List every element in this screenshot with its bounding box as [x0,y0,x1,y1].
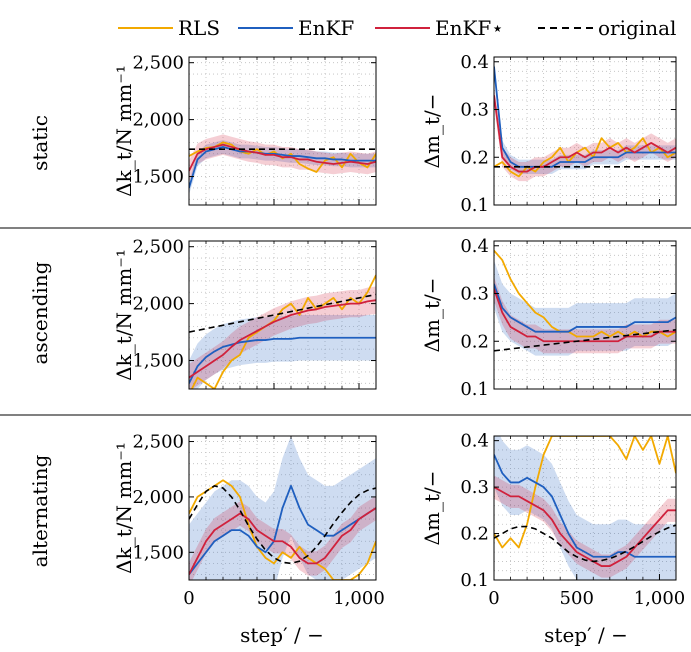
y-tick-label: 0.3 [460,284,489,305]
band-enkf [189,140,376,195]
series-rls [189,479,376,580]
band-enkf [189,315,376,389]
plot-area [494,436,676,580]
x-tick-label: 500 [257,588,291,609]
row-label-alternating: alternating [28,454,52,567]
y-tick-label: 1,500 [132,167,184,188]
grid [493,57,677,206]
x-tick-label: 0 [183,588,194,609]
y-axis-label: Δk_t/N mm⁻¹ [112,65,136,197]
series-original [189,293,376,333]
y-tick-label: 0.4 [460,236,489,257]
series-original [189,485,376,565]
panel-alternating-k: 1,500 2,000 2,500 0 500 1,000 Δk_t/N mm⁻¹ [112,432,385,609]
y-tick-label: 1,500 [132,351,184,372]
series-enkf-star [494,288,676,343]
plot-area [189,274,376,389]
panel-static-m: 0.1 0.2 0.3 0.4 Δm_t/− [420,52,677,216]
y-tick-label: 0.2 [460,147,489,168]
row-labels: static ascending alternating [28,115,52,567]
row-label-static: static [28,115,52,171]
y-tick-label: 0.1 [460,379,489,400]
plot-area [189,134,376,195]
plot-area [189,436,376,580]
x-tick-label: 0 [488,588,499,609]
series-enkf [189,336,376,384]
legend: RLS EnKF EnKF⋆ original [118,16,676,40]
series-rls [494,436,676,549]
row-label-ascending: ascending [28,261,52,364]
series-enkf [189,146,376,189]
y-axis-label: Δm_t/− [420,471,444,546]
series-enkf-star [494,486,676,567]
panel-ascending-m: 0.1 0.2 0.3 0.4 Δm_t/− [420,236,677,400]
plot-frame [493,240,677,390]
y-tick-label: 1,500 [132,542,184,563]
series-enkf [494,283,676,333]
plot-frame [493,435,677,581]
grid [188,57,377,205]
series-original [494,524,676,563]
y-tick-label: 2,500 [132,432,184,453]
y-tick-label: 0.4 [460,52,489,73]
y-axis-label: Δk_t/N mm⁻¹ [112,442,136,574]
legend-label-enkf-star: EnKF⋆ [435,16,504,40]
x-tick-label: 1,000 [634,588,686,609]
x-tick-label: 500 [560,588,594,609]
y-tick-label: 0.2 [460,331,489,352]
x-axis-label-left: step′ / − [240,623,324,647]
y-axis-label: Δm_t/− [420,94,444,169]
legend-label-rls: RLS [178,16,220,40]
series-enkf [189,484,376,576]
x-axis-label-right: step′ / − [544,623,628,647]
y-tick-label: 2,000 [132,294,184,315]
y-tick-label: 0.1 [460,195,489,216]
y-tick-label: 0.3 [460,100,489,121]
series-rls [494,137,676,178]
y-tick-label: 2,500 [132,53,184,74]
plot-area [494,59,676,182]
series-enkf [494,454,676,558]
y-tick-label: 0.2 [460,524,489,545]
y-tick-label: 2,000 [132,487,184,508]
y-tick-label: 0.4 [460,431,489,452]
legend-label-enkf: EnKF [298,16,354,40]
y-tick-label: 0.3 [460,477,489,498]
series-enkf-star [494,95,676,173]
series-enkf-star [189,299,376,379]
x-tick-label: 1,000 [333,588,385,609]
plot-frame [493,56,677,206]
y-axis-label: Δk_t/N mm⁻¹ [112,249,136,381]
plot-frame [188,240,377,390]
panel-alternating-m: 0.1 0.2 0.3 0.4 0 500 1,000 Δm_t/− [420,431,686,609]
series-enkf-star [189,507,376,575]
plot-frame [188,435,377,581]
series-enkf-star [189,143,376,172]
band-enkf-star [189,286,376,389]
series-rls [190,274,376,389]
legend-label-original: original [598,16,676,40]
y-tick-label: 2,000 [132,110,184,131]
y-tick-label: 0.1 [460,570,489,591]
series-original [494,329,676,352]
plot-frame [188,56,377,206]
y-axis-label: Δm_t/− [420,278,444,353]
plot-area [494,249,676,356]
series-rls [494,249,676,338]
y-tick-label: 2,500 [132,237,184,258]
band-enkf-star [494,85,676,182]
